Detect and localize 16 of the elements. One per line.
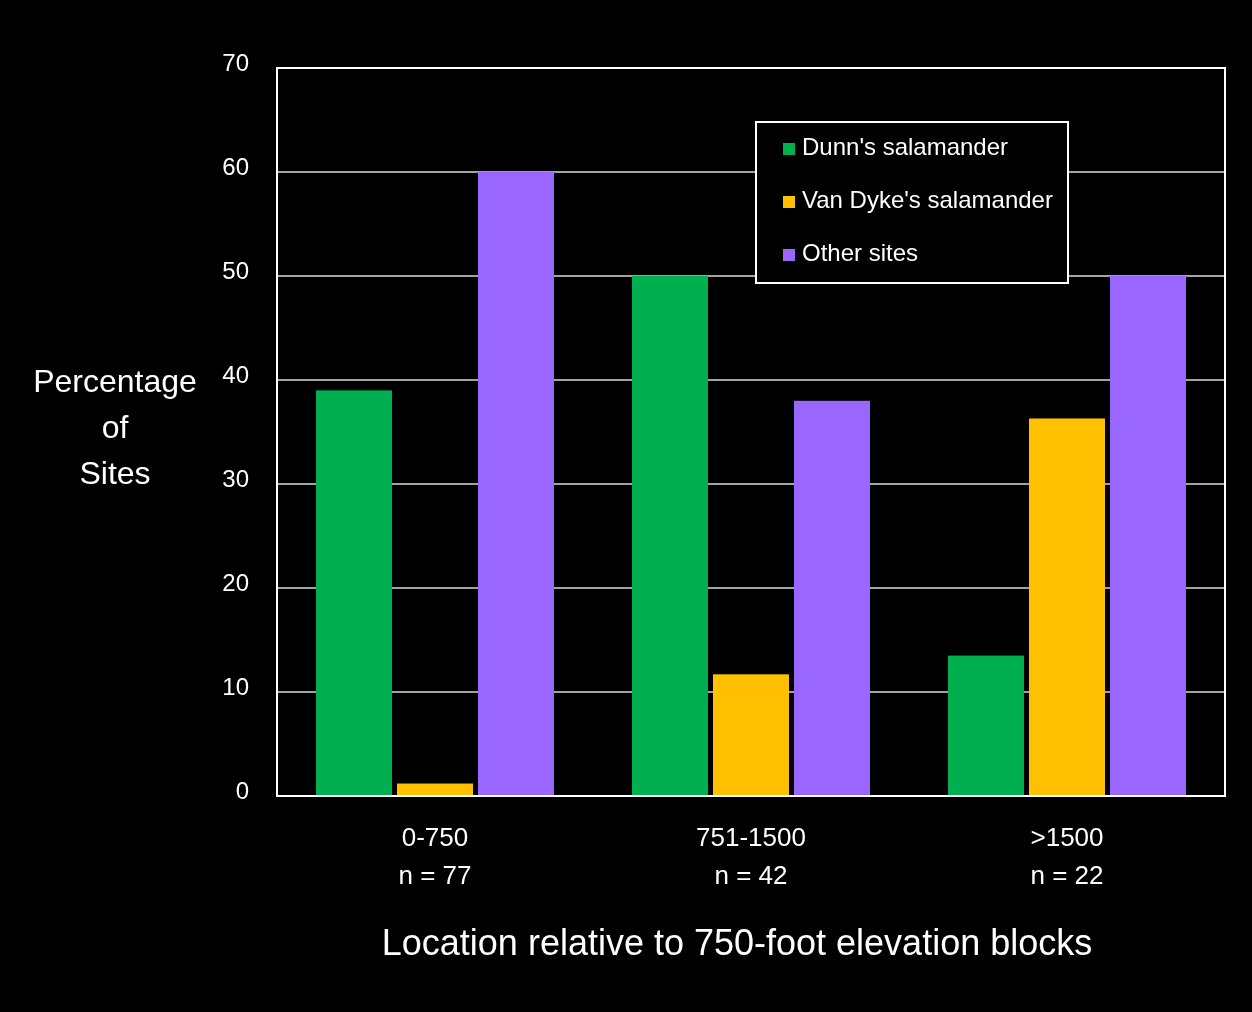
- y-tick-label: 50: [222, 256, 249, 284]
- legend-label: Dunn's salamander: [802, 133, 1009, 161]
- y-tick-label: 70: [222, 48, 249, 76]
- x-tick-label: 751-1500 n = 42: [696, 822, 806, 890]
- x-axis-title: Location relative to 750-foot elevation blocks: [381, 922, 1093, 963]
- y-tick-label: 0: [235, 776, 249, 804]
- x-tick-label: 0-750 n = 77: [398, 822, 472, 890]
- legend-label: Other sites: [802, 239, 919, 267]
- y-tick-label: 30: [222, 464, 249, 492]
- y-axis-title: Percentage of Sites: [33, 363, 197, 491]
- x-tick-label: >1500 n = 22: [1030, 822, 1104, 890]
- y-tick-label: 20: [222, 568, 249, 596]
- legend-label: Van Dyke's salamander: [802, 186, 1053, 214]
- y-tick-label: 10: [222, 672, 249, 700]
- y-tick-label: 60: [222, 152, 249, 180]
- y-tick-label: 40: [222, 360, 249, 388]
